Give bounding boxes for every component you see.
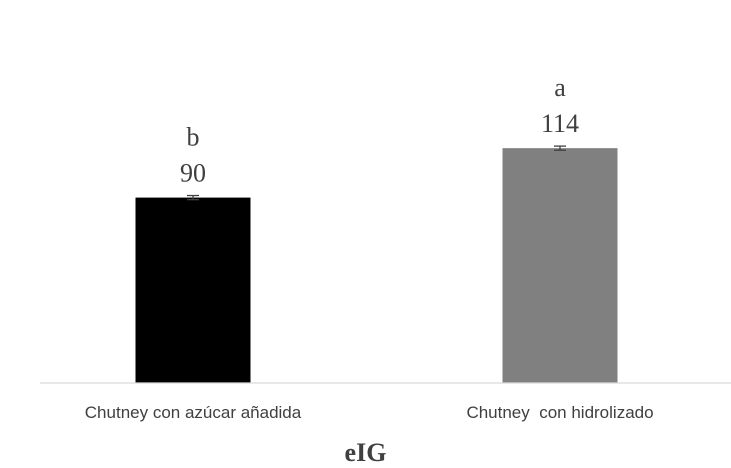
labels-layer: 90 b Chutney con azúcar añadida 114 a Chutney… [85, 73, 654, 422]
value-label-2: 114 [541, 109, 579, 138]
significance-letter-1: b [187, 123, 200, 152]
category-label-1: Chutney con azúcar añadida [85, 403, 302, 422]
error-bar-1 [187, 194, 199, 201]
value-label-1: 90 [180, 159, 206, 188]
error-bars-layer [187, 145, 566, 201]
category-label-2: Chutney con hidrolizado [466, 403, 653, 422]
bars-layer [135, 148, 618, 383]
bar-2 [502, 148, 618, 383]
significance-letter-2: a [554, 73, 566, 102]
bar-1 [135, 197, 251, 383]
error-bar-2 [554, 145, 566, 151]
x-axis-title: eIG [345, 438, 387, 467]
